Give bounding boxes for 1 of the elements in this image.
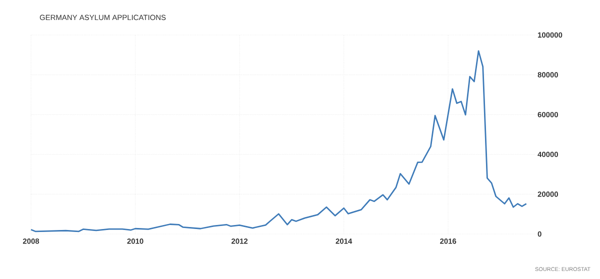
line-series <box>30 50 528 232</box>
